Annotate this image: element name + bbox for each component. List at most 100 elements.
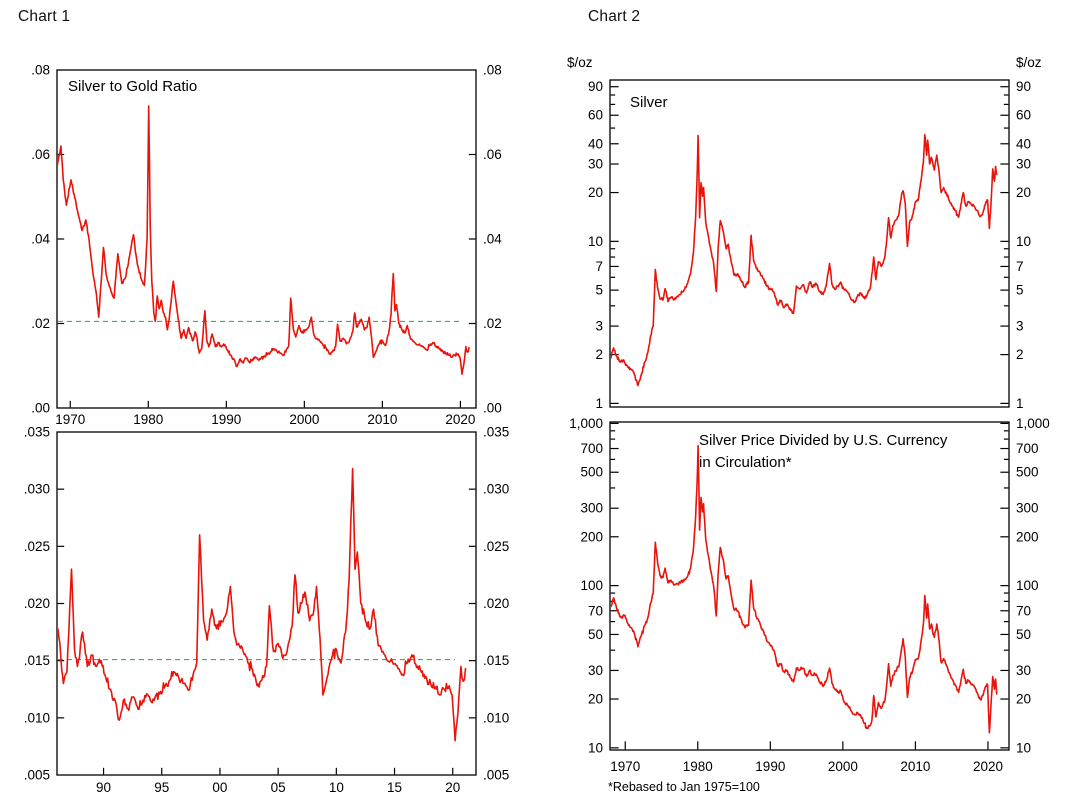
x-tick-label: 2000 <box>828 759 858 774</box>
y-tick-label-left: 1 <box>595 396 603 411</box>
y-tick-label-left: 500 <box>580 465 603 480</box>
y-tick-label-right: 2 <box>1016 347 1024 362</box>
y-tick-label-left: .025 <box>24 539 50 554</box>
x-tick-label: 10 <box>329 780 344 795</box>
y-tick-label-right: .010 <box>483 710 509 725</box>
y-tick-label-left: 5 <box>595 283 603 298</box>
y-tick-label-right: .00 <box>483 401 502 416</box>
y-tick-label-right: 90 <box>1016 79 1031 94</box>
y-tick-label-left: 200 <box>580 529 603 544</box>
x-tick-label: 1990 <box>755 759 785 774</box>
silver-unit-right: $/oz <box>1016 55 1042 70</box>
y-tick-label-right: 60 <box>1016 108 1031 123</box>
panel-silver-currency: 1,000 1,000 700 700 500 500 300 300 200 200 100 100… <box>569 416 1050 774</box>
series-line-ratio-recent <box>58 467 467 742</box>
chart2-heading: Chart 2 <box>588 8 641 25</box>
y-tick-label-right: .030 <box>483 482 509 497</box>
series-line-silver-price <box>611 133 998 387</box>
x-tick-label: 05 <box>271 780 286 795</box>
plot-border-silver-price <box>609 79 1010 408</box>
x-tick-label: 15 <box>387 780 402 795</box>
y-tick-label-left: 60 <box>588 108 603 123</box>
y-tick-label-right: 200 <box>1016 529 1039 544</box>
plot-border-silver-currency <box>609 421 1010 751</box>
ratio-panel-title: Silver to Gold Ratio <box>68 78 198 95</box>
y-tick-label-left: 7 <box>595 259 603 274</box>
y-tick-label-right: .02 <box>483 316 502 331</box>
y-tick-label-right: 700 <box>1016 441 1039 456</box>
rebased-footnote: *Rebased to Jan 1975=100 <box>608 780 760 794</box>
y-tick-label-left: 30 <box>588 157 603 172</box>
y-tick-label-left: .02 <box>31 316 50 331</box>
y-tick-label-left: 3 <box>595 319 603 334</box>
currency-panel-title: Silver Price Divided by U.S. Currency in… <box>699 430 947 474</box>
y-tick-label-left: .015 <box>24 653 50 668</box>
y-tick-label-right: 20 <box>1016 185 1031 200</box>
x-tick-label: 2000 <box>289 412 319 427</box>
y-tick-label-right: 30 <box>1016 663 1031 678</box>
y-tick-label-right: .015 <box>483 653 509 668</box>
silver-unit-left: $/oz <box>567 55 593 70</box>
y-tick-label-left: 10 <box>588 234 603 249</box>
y-tick-label-left: .020 <box>24 596 50 611</box>
y-tick-label-left: .010 <box>24 710 50 725</box>
silver-panel-title: Silver <box>630 94 668 111</box>
y-tick-label-left: .08 <box>31 63 50 78</box>
y-tick-label-left: 1,000 <box>569 416 603 431</box>
plot-border-ratio-full <box>56 69 477 409</box>
x-tick-label: 20 <box>445 780 460 795</box>
y-tick-label-right: 10 <box>1016 740 1031 755</box>
y-tick-label-left: 50 <box>588 627 603 642</box>
chart1-heading: Chart 1 <box>18 8 71 25</box>
y-tick-label-right: 10 <box>1016 234 1031 249</box>
y-tick-label-right: 7 <box>1016 259 1024 274</box>
y-tick-label-right: .025 <box>483 539 509 554</box>
x-tick-label: 95 <box>154 780 169 795</box>
currency-title-line2: in Circulation* <box>699 454 792 471</box>
y-tick-label-left: 20 <box>588 185 603 200</box>
y-tick-label-left: .030 <box>24 482 50 497</box>
y-tick-label-right: 1,000 <box>1016 416 1050 431</box>
x-tick-label: 1970 <box>55 412 85 427</box>
y-tick-label-left: 40 <box>588 136 603 151</box>
y-tick-label-right: .04 <box>483 232 502 247</box>
y-tick-label-left: .06 <box>31 147 50 162</box>
x-tick-label: 1980 <box>133 412 163 427</box>
y-tick-label-right: 70 <box>1016 603 1031 618</box>
x-tick-label: 90 <box>96 780 111 795</box>
panel-ratio-recent: .035 .035 .030 .030 .025 .025 .020 .020 .015 .015… <box>24 425 510 796</box>
y-tick-label-right: 1 <box>1016 396 1024 411</box>
y-tick-label-left: 10 <box>588 740 603 755</box>
y-tick-label-right: .06 <box>483 147 502 162</box>
y-tick-label-left: 30 <box>588 663 603 678</box>
y-tick-label-right: 500 <box>1016 465 1039 480</box>
y-tick-label-right: 5 <box>1016 283 1024 298</box>
y-tick-label-right: 20 <box>1016 692 1031 707</box>
y-tick-label-left: 300 <box>580 501 603 516</box>
x-tick-label: 2020 <box>973 759 1003 774</box>
y-tick-label-left: 70 <box>588 603 603 618</box>
x-tick-label: 1970 <box>610 759 640 774</box>
y-tick-label-right: 40 <box>1016 136 1031 151</box>
x-tick-label: 1990 <box>211 412 241 427</box>
y-tick-label-right: 300 <box>1016 501 1039 516</box>
y-tick-label-left: 2 <box>595 347 603 362</box>
y-tick-label-left: .04 <box>31 232 50 247</box>
y-tick-label-left: 20 <box>588 692 603 707</box>
y-tick-label-left: 700 <box>580 441 603 456</box>
y-tick-label-right: 3 <box>1016 319 1024 334</box>
x-tick-label: 2010 <box>900 759 930 774</box>
y-tick-label-left: .005 <box>24 768 50 783</box>
panel-ratio-full: .08 .08 .06 .06 .04 .04 .02 .02 .00 .00 1970 1980 19… <box>31 63 502 428</box>
panel-silver-price: 90 90 60 60 40 40 30 30 20 20 10 10 7 7 5 5 3 3 2 2 1 1 <box>588 79 1031 411</box>
y-tick-label-right: .005 <box>483 768 509 783</box>
y-tick-label-left: 90 <box>588 79 603 94</box>
y-tick-label-right: 100 <box>1016 578 1039 593</box>
y-tick-label-right: 30 <box>1016 157 1031 172</box>
y-tick-label-left: 100 <box>580 578 603 593</box>
series-line-ratio-full <box>58 105 470 375</box>
x-tick-label: 1980 <box>683 759 713 774</box>
y-tick-label-right: .08 <box>483 63 502 78</box>
